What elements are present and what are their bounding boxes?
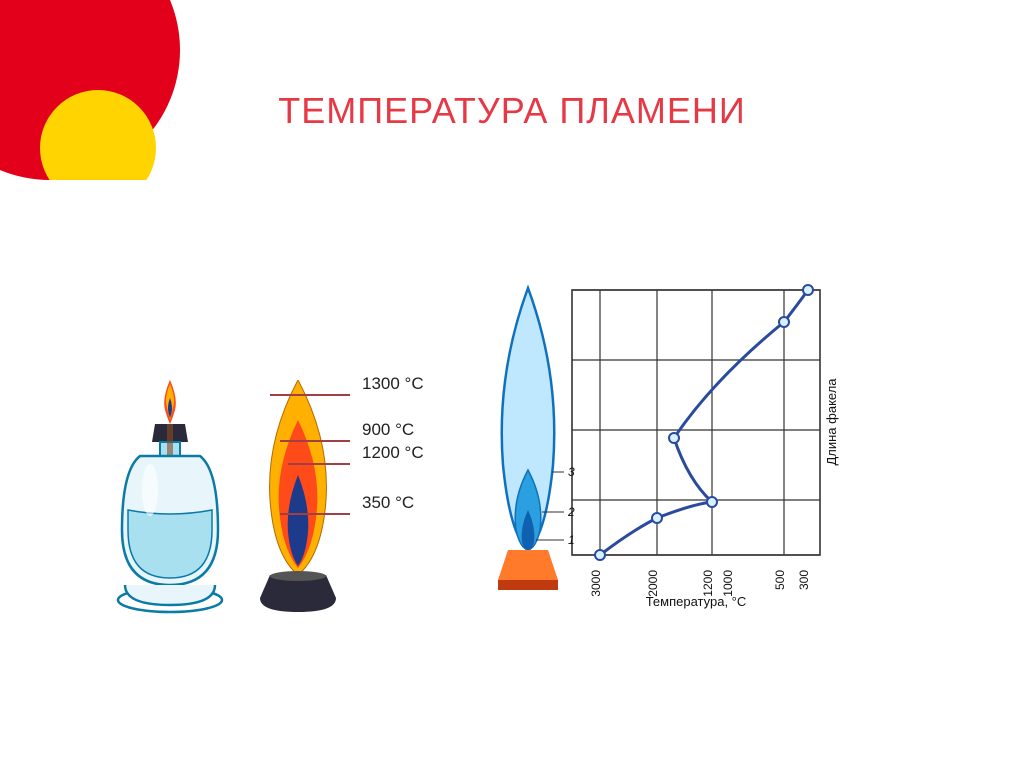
temp-1200: 1200 °С [362, 444, 424, 461]
svg-text:500: 500 [773, 570, 787, 590]
svg-text:2: 2 [567, 505, 575, 519]
x-axis-label: Температура, °С [646, 594, 747, 609]
spirit-lamp [110, 380, 230, 615]
svg-text:1200: 1200 [701, 570, 715, 597]
y-axis-label: Длина факела [824, 378, 839, 466]
svg-text:3: 3 [568, 465, 575, 479]
temp-1300: 1300 °С [362, 375, 424, 392]
flame-zones [248, 380, 348, 615]
svg-text:300: 300 [797, 570, 811, 590]
x-tick-labels: 3000 2000 1200 1000 500 300 [589, 570, 811, 597]
svg-text:3000: 3000 [589, 570, 603, 597]
page-title: ТЕМПЕРАТУРА ПЛАМЕНИ [0, 90, 1024, 132]
gas-flame: 1 2 3 [498, 288, 575, 590]
temperature-curve [595, 285, 813, 560]
temp-350: 350 °С [362, 494, 414, 511]
flame-length-chart: 1 2 3 3000 2000 1 [468, 280, 848, 615]
temp-900: 900 °С [362, 421, 414, 438]
svg-text:1000: 1000 [721, 570, 735, 597]
svg-text:1: 1 [568, 533, 575, 547]
svg-text:2000: 2000 [646, 570, 660, 597]
content-area: 1300 °С 900 °С 1200 °С 350 °С [110, 280, 848, 615]
spirit-lamp-diagram: 1300 °С 900 °С 1200 °С 350 °С [110, 380, 348, 615]
